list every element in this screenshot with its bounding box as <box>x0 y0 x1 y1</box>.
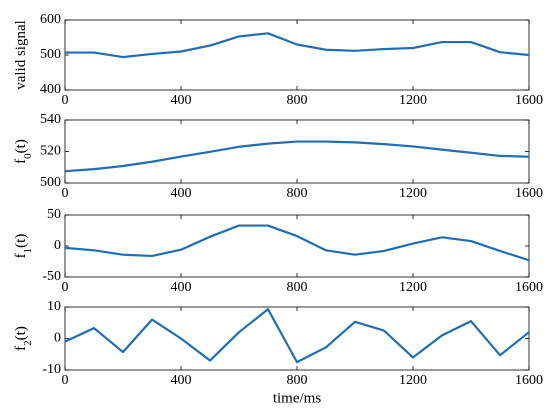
y-axis-label-part: f <box>13 346 29 351</box>
x-tick-label: 1200 <box>399 93 427 108</box>
x-axis-label: time/ms <box>273 390 321 406</box>
y-axis-label-part: 1 <box>22 248 34 254</box>
data-line <box>64 224 530 262</box>
x-tick-label: 1200 <box>399 280 427 295</box>
x-tick-label: 1600 <box>515 373 543 388</box>
y-tick-label: 0 <box>54 238 61 253</box>
y-axis-label-part: 2 <box>22 340 34 346</box>
x-tick-label: 1600 <box>515 93 543 108</box>
y-axis-label-part: (t) <box>13 326 29 340</box>
x-tick-label: 400 <box>171 373 192 388</box>
y-axis-label-part: f <box>13 159 29 164</box>
x-tick-label: 0 <box>62 280 69 295</box>
x-tick-label: 800 <box>287 93 308 108</box>
y-axis-label-part: valid signal <box>13 20 29 90</box>
y-axis-label-part: (t) <box>13 234 29 248</box>
y-tick-label: 540 <box>40 112 61 127</box>
data-line <box>65 32 530 59</box>
y-tick-label: 500 <box>40 175 61 190</box>
y-axis-label: f1(t) <box>13 234 33 259</box>
y-axis-label-part: f <box>13 253 29 258</box>
y-tick-label: 0 <box>54 331 61 346</box>
y-tick-label: 500 <box>40 47 61 62</box>
x-tick-label: 1600 <box>515 186 543 201</box>
y-tick-label: 10 <box>47 299 61 314</box>
y-axis-label: valid signal <box>13 20 29 90</box>
x-tick-label: 400 <box>171 186 192 201</box>
x-tick-label: 400 <box>171 93 192 108</box>
plot-frame <box>64 214 530 278</box>
x-tick-label: 0 <box>62 186 69 201</box>
y-tick-label: -10 <box>42 362 61 377</box>
y-tick-label: 50 <box>47 207 61 222</box>
y-axis-label: f2(t) <box>13 326 33 351</box>
x-tick-label: 1200 <box>399 373 427 388</box>
x-tick-label: 0 <box>62 373 69 388</box>
y-tick-label: 600 <box>40 12 61 27</box>
data-line <box>64 140 530 173</box>
y-axis-label-part: 0 <box>22 153 34 159</box>
x-tick-label: 1200 <box>399 186 427 201</box>
x-tick-label: 800 <box>287 373 308 388</box>
data-line <box>64 308 530 364</box>
x-tick-label: 800 <box>287 280 308 295</box>
x-tick-label: 800 <box>287 186 308 201</box>
y-tick-label: 520 <box>40 144 61 159</box>
y-tick-label: 400 <box>40 82 61 97</box>
x-tick-label: 1600 <box>515 280 543 295</box>
x-tick-label: 0 <box>62 93 69 108</box>
y-tick-label: -50 <box>42 269 61 284</box>
y-axis-label: f0(t) <box>13 139 33 164</box>
y-axis-label-part: (t) <box>13 139 29 153</box>
x-tick-label: 400 <box>171 280 192 295</box>
